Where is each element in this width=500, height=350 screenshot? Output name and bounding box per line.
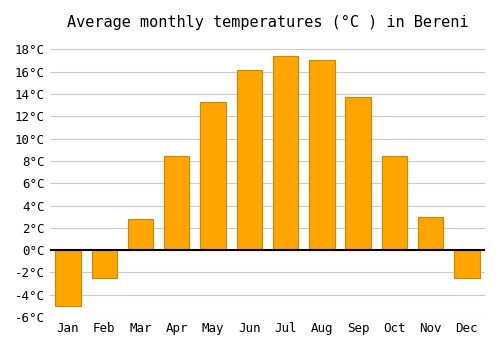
Bar bbox=[273, 56, 298, 250]
Bar bbox=[309, 61, 334, 250]
Bar bbox=[56, 250, 80, 306]
Bar bbox=[454, 250, 479, 278]
Bar bbox=[382, 156, 407, 250]
Bar bbox=[128, 219, 153, 250]
Bar bbox=[346, 97, 371, 250]
Bar bbox=[418, 217, 444, 250]
Bar bbox=[164, 156, 190, 250]
Bar bbox=[92, 250, 117, 278]
Title: Average monthly temperatures (°C ) in Bereni: Average monthly temperatures (°C ) in Be… bbox=[66, 15, 468, 30]
Bar bbox=[236, 70, 262, 250]
Bar bbox=[200, 102, 226, 250]
